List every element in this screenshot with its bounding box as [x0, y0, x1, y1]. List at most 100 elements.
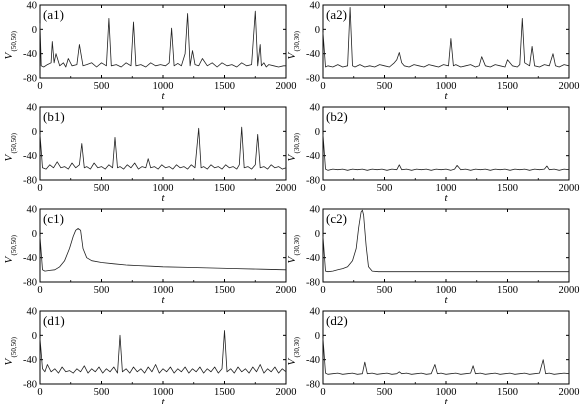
- x-tick-label: 500: [377, 183, 393, 194]
- y-tick-label: -40: [306, 151, 320, 162]
- x-tick-label: 500: [377, 387, 393, 398]
- y-tick-label: 0: [315, 229, 320, 240]
- x-tick-label: 1500: [214, 81, 235, 92]
- x-tick-label: 1000: [153, 285, 174, 296]
- x-tick-label: 0: [37, 285, 42, 296]
- x-tick-label: 1500: [214, 387, 235, 398]
- y-axis-label-subscript: (50,50): [10, 30, 18, 51]
- plot-frame: [322, 4, 570, 79]
- x-tick-label: 0: [37, 81, 42, 92]
- x-tick-label: 2000: [276, 183, 297, 194]
- x-tick-label: 1500: [497, 81, 518, 92]
- y-tick-label: 40: [27, 103, 38, 114]
- voltage-series-line: [322, 338, 570, 375]
- x-tick-label: 500: [377, 285, 393, 296]
- panel-label: (a2): [326, 7, 347, 22]
- y-tick-label: 0: [32, 127, 37, 138]
- panel-a2: 0 500 1000 1500 2000 40 0 -40 -80 t V(30,30) (a2): [286, 1, 580, 103]
- voltage-series-line: [39, 126, 287, 170]
- y-axis-label-subscript: (50,50): [10, 234, 18, 255]
- x-tick-label: 0: [320, 387, 325, 398]
- x-tick-label: 0: [320, 183, 325, 194]
- panel-label: (d2): [326, 313, 348, 328]
- y-tick-label: 0: [32, 331, 37, 342]
- x-tick-label: 1000: [153, 183, 174, 194]
- y-tick-label: 40: [310, 205, 321, 216]
- x-tick-label: 0: [320, 81, 325, 92]
- voltage-series-line: [322, 209, 569, 273]
- y-tick-label: 0: [315, 25, 320, 36]
- panel-label: (d1): [43, 313, 65, 328]
- y-axis-label-main: V: [3, 52, 15, 60]
- y-axis-label-subscript: (30,30): [293, 132, 301, 153]
- y-tick-label: 40: [27, 307, 38, 318]
- y-axis-label-main: V: [3, 256, 15, 264]
- y-tick-label: 0: [32, 25, 37, 36]
- x-tick-label: 2000: [276, 387, 297, 398]
- x-tick-label: 2000: [559, 285, 580, 296]
- x-axis-label: t: [444, 396, 448, 404]
- y-axis-label-subscript: (50,50): [10, 336, 18, 357]
- x-axis-label: t: [444, 294, 448, 306]
- x-tick-label: 500: [377, 81, 393, 92]
- x-tick-label: 0: [320, 285, 325, 296]
- y-axis-label-main: V: [286, 154, 298, 162]
- y-axis-label-main: V: [3, 154, 15, 162]
- y-axis-label-subscript: (30,30): [293, 336, 301, 357]
- y-axis-label-subscript: (50,50): [10, 132, 18, 153]
- x-axis-label: t: [161, 90, 165, 102]
- y-tick-label: -80: [23, 380, 37, 391]
- x-tick-label: 1000: [436, 81, 457, 92]
- y-axis-label: V(50,50): [3, 336, 18, 365]
- y-tick-label: -40: [23, 49, 37, 60]
- x-tick-label: 0: [37, 183, 42, 194]
- panel-b2: 0 500 1000 1500 2000 40 0 -40 -80 t V(30,30) (b2): [286, 103, 580, 205]
- voltage-series-line: [39, 10, 286, 68]
- x-tick-label: 500: [94, 387, 110, 398]
- y-tick-label: -40: [23, 355, 37, 366]
- x-tick-label: 1500: [497, 183, 518, 194]
- x-tick-label: 500: [94, 183, 110, 194]
- y-tick-label: 0: [315, 331, 320, 342]
- plot-frame: [39, 208, 287, 283]
- y-tick-label: 0: [315, 127, 320, 138]
- y-tick-label: 0: [32, 229, 37, 240]
- plot-frame: [39, 106, 287, 181]
- panel-d1: 0 500 1000 1500 2000 40 0 -40 -80 t V(50,50) (d1): [3, 307, 297, 404]
- x-tick-label: 2000: [276, 285, 297, 296]
- panel-label: (c1): [43, 211, 64, 226]
- y-tick-label: -80: [23, 74, 37, 85]
- y-axis-label-main: V: [3, 358, 15, 366]
- y-tick-label: -40: [23, 151, 37, 162]
- voltage-series-line: [39, 228, 287, 272]
- panel-d2: 0 500 1000 1500 2000 40 0 -40 -80 t V(30,30) (d2): [286, 307, 580, 404]
- voltage-series-line: [39, 330, 287, 374]
- x-tick-label: 0: [37, 387, 42, 398]
- x-axis-label: t: [444, 90, 448, 102]
- y-axis-label: V(30,30): [286, 234, 301, 263]
- plot-frame: [322, 310, 570, 385]
- panel-label: (b2): [326, 109, 348, 124]
- x-axis-label: t: [444, 192, 448, 204]
- y-tick-label: -40: [306, 49, 320, 60]
- y-tick-label: -40: [23, 253, 37, 264]
- y-axis-label-subscript: (30,30): [293, 234, 301, 255]
- y-axis-label-subscript: (30,30): [293, 30, 301, 51]
- y-tick-label: 40: [27, 205, 38, 216]
- x-tick-label: 1000: [153, 387, 174, 398]
- x-axis-label: t: [161, 396, 165, 404]
- x-tick-label: 1000: [436, 387, 457, 398]
- y-tick-label: 40: [310, 1, 321, 12]
- y-axis-label-main: V: [286, 52, 298, 60]
- x-tick-label: 1500: [214, 285, 235, 296]
- y-tick-label: -80: [306, 278, 320, 289]
- x-axis-label: t: [161, 192, 165, 204]
- y-tick-label: -80: [306, 74, 320, 85]
- y-tick-label: -80: [306, 176, 320, 187]
- y-tick-label: -80: [23, 176, 37, 187]
- x-tick-label: 1000: [436, 285, 457, 296]
- x-tick-label: 1500: [497, 387, 518, 398]
